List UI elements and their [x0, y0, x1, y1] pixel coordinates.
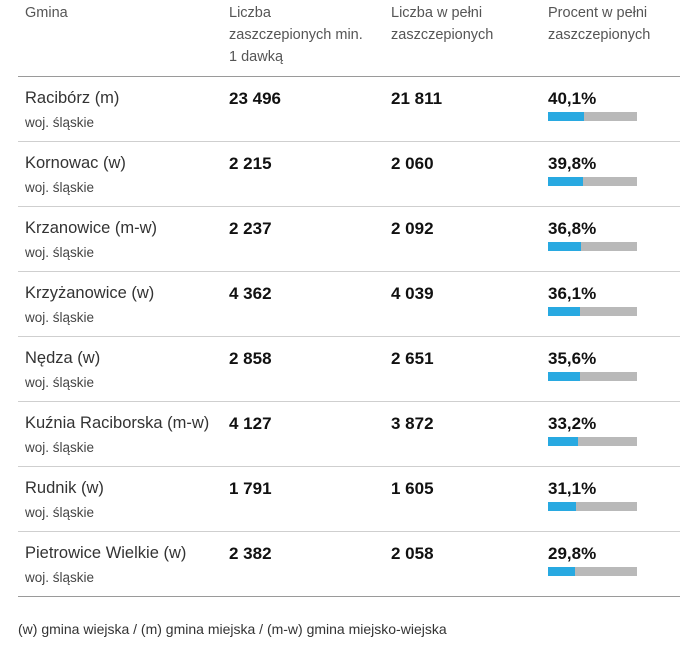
percent-bar	[548, 502, 637, 511]
percent-bar-fill	[548, 567, 575, 576]
region-label: woj. śląskie	[25, 440, 95, 455]
table-row: Krzyżanowice (w) woj. śląskie 4 362 4 039 36…	[18, 272, 680, 337]
percent-value: 29,8%	[548, 544, 597, 563]
header-gmina: Gmina	[25, 5, 68, 21]
gmina-name: Krzanowice (m-w)	[25, 219, 158, 237]
full-count: 21 811	[391, 89, 443, 108]
percent-bar	[548, 307, 637, 316]
dose1-count: 1 791	[229, 479, 272, 498]
gmina-name: Krzyżanowice (w)	[25, 284, 155, 302]
percent-bar-fill	[548, 437, 578, 446]
percent-value: 33,2%	[548, 414, 597, 433]
dose1-count: 4 362	[229, 284, 272, 303]
table-row: Nędza (w) woj. śląskie 2 858 2 651 35,6%	[18, 337, 680, 402]
dose1-count: 2 215	[229, 154, 272, 173]
full-count: 1 605	[391, 479, 434, 498]
table-row: Pietrowice Wielkie (w) woj. śląskie 2 382 2…	[18, 532, 680, 597]
percent-bar	[548, 112, 637, 121]
dose1-count: 4 127	[229, 414, 272, 433]
region-label: woj. śląskie	[25, 115, 95, 130]
table-body: Racibórz (m) woj. śląskie 23 496 21 811 40,1…	[18, 77, 680, 597]
percent-bar	[548, 242, 637, 251]
table-header: Gmina Liczba zaszczepionych min. 1 dawką…	[18, 0, 680, 77]
region-label: woj. śląskie	[25, 245, 95, 260]
gmina-name: Kornowac (w)	[25, 154, 126, 172]
region-label: woj. śląskie	[25, 505, 95, 520]
percent-bar-fill	[548, 502, 576, 511]
header-dose1: Liczba zaszczepionych min. 1 dawką	[229, 5, 363, 65]
percent-bar	[548, 372, 637, 381]
gmina-name: Kuźnia Raciborska (m-w)	[25, 414, 210, 432]
table-row: Kornowac (w) woj. śląskie 2 215 2 060 39,8%	[18, 142, 680, 207]
full-count: 3 872	[391, 414, 434, 433]
dose1-count: 2 237	[229, 219, 272, 238]
gmina-name: Rudnik (w)	[25, 479, 104, 497]
full-count: 2 092	[391, 219, 434, 238]
percent-bar-fill	[548, 112, 584, 121]
table-row: Racibórz (m) woj. śląskie 23 496 21 811 40,1…	[18, 77, 680, 142]
full-count: 2 060	[391, 154, 434, 173]
dose1-count: 23 496	[229, 89, 281, 108]
region-label: woj. śląskie	[25, 310, 95, 325]
percent-value: 36,8%	[548, 219, 597, 238]
percent-value: 35,6%	[548, 349, 597, 368]
percent-bar	[548, 437, 637, 446]
percent-bar-fill	[548, 372, 580, 381]
table-row: Rudnik (w) woj. śląskie 1 791 1 605 31,1%	[18, 467, 680, 532]
percent-bar	[548, 177, 637, 186]
full-count: 2 651	[391, 349, 434, 368]
region-label: woj. śląskie	[25, 180, 95, 195]
percent-bar-fill	[548, 242, 581, 251]
full-count: 2 058	[391, 544, 434, 563]
header-full: Liczba w pełni zaszczepionych	[391, 5, 494, 43]
dose1-count: 2 382	[229, 544, 272, 563]
percent-bar	[548, 567, 637, 576]
vaccination-table: Gmina Liczba zaszczepionych min. 1 dawką…	[18, 0, 680, 597]
gmina-name: Pietrowice Wielkie (w)	[25, 544, 187, 562]
region-label: woj. śląskie	[25, 570, 95, 585]
gmina-name: Racibórz (m)	[25, 89, 120, 107]
percent-value: 36,1%	[548, 284, 597, 303]
header-percent: Procent w pełni zaszczepionych	[548, 5, 651, 43]
region-label: woj. śląskie	[25, 375, 95, 390]
full-count: 4 039	[391, 284, 434, 303]
percent-value: 40,1%	[548, 89, 597, 108]
percent-value: 31,1%	[548, 479, 597, 498]
percent-value: 39,8%	[548, 154, 597, 173]
percent-bar-fill	[548, 177, 584, 186]
table-row: Kuźnia Raciborska (m-w) woj. śląskie 4 127…	[18, 402, 680, 467]
dose1-count: 2 858	[229, 349, 272, 368]
table-row: Krzanowice (m-w) woj. śląskie 2 237 2 092 36…	[18, 207, 680, 272]
gmina-name: Nędza (w)	[25, 349, 101, 367]
footnote: (w) gmina wiejska / (m) gmina miejska / …	[18, 621, 447, 637]
percent-bar-fill	[548, 307, 581, 316]
